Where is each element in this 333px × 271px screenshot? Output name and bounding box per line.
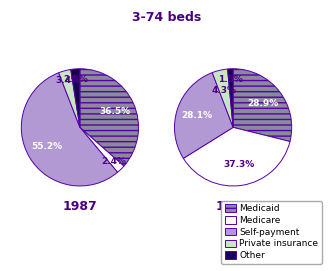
Wedge shape (71, 69, 80, 127)
Wedge shape (212, 69, 233, 127)
Wedge shape (59, 69, 80, 127)
Wedge shape (174, 73, 233, 158)
Text: 2.4%: 2.4% (101, 157, 126, 166)
Text: 2.5%: 2.5% (64, 75, 89, 84)
Wedge shape (227, 69, 233, 127)
Text: 1987: 1987 (63, 200, 97, 213)
Text: 37.3%: 37.3% (223, 160, 255, 169)
Wedge shape (80, 127, 124, 172)
Text: 36.5%: 36.5% (99, 107, 130, 116)
Text: 28.1%: 28.1% (181, 111, 212, 120)
Legend: Medicaid, Medicare, Self-payment, Private insurance, Other: Medicaid, Medicare, Self-payment, Privat… (221, 201, 322, 264)
Wedge shape (183, 127, 290, 186)
Text: 55.2%: 55.2% (32, 142, 63, 151)
Text: 3.4%: 3.4% (55, 76, 80, 85)
Text: 4.3%: 4.3% (212, 86, 237, 95)
Wedge shape (233, 69, 292, 141)
Wedge shape (21, 73, 118, 186)
Text: 1996: 1996 (216, 200, 250, 213)
Text: 3-74 beds: 3-74 beds (132, 11, 201, 24)
Wedge shape (80, 69, 139, 166)
Text: 28.9%: 28.9% (247, 99, 279, 108)
Text: 1.5%: 1.5% (218, 75, 243, 84)
